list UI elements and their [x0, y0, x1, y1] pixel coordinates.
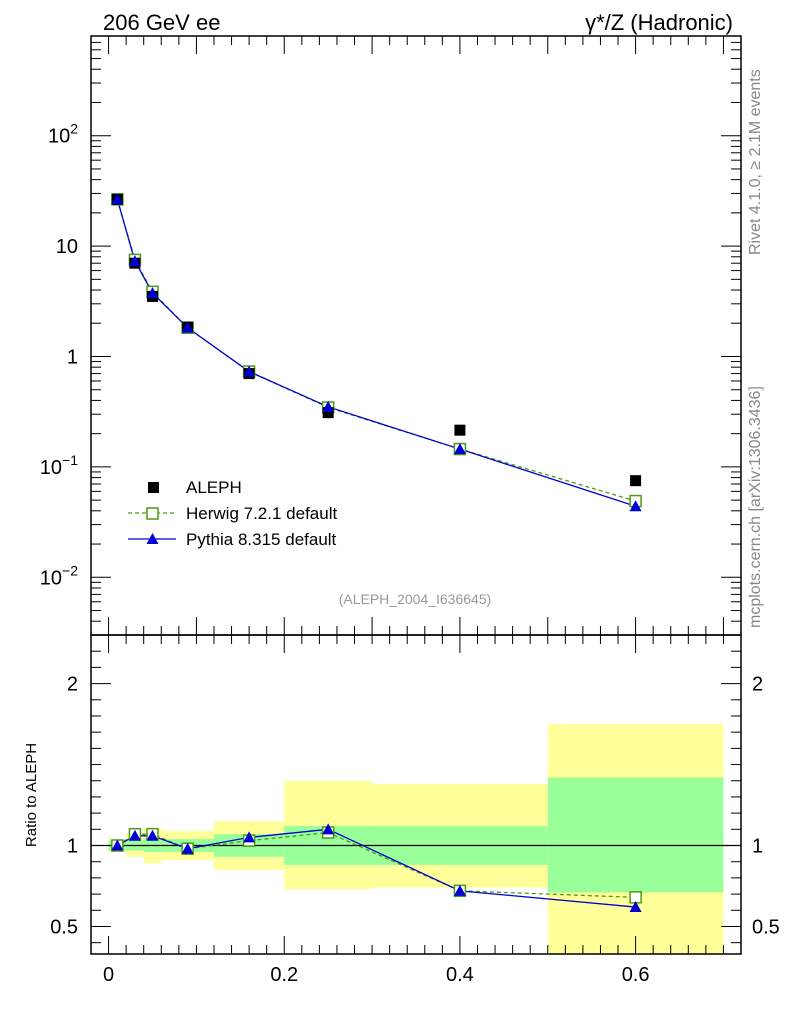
pythia-point — [128, 255, 141, 267]
aleph-point — [322, 407, 334, 419]
x-tick-label: 0.2 — [270, 964, 298, 986]
mcplots-label: mcplots.cern.ch [arXiv:1306.3436] — [747, 386, 764, 628]
pythia-ratio-point — [111, 839, 124, 851]
rivet-version-label: Rivet 4.1.0, ≥ 2.1M events — [747, 69, 764, 255]
ratio-plot-frame — [90, 634, 742, 955]
pythia-point — [322, 400, 335, 412]
pythia-point — [243, 365, 256, 377]
pythia-ratio-point — [322, 823, 335, 835]
pythia-point — [629, 500, 642, 512]
x-tick-label: 0.4 — [446, 964, 474, 986]
legend-marker-aleph — [148, 482, 159, 493]
legend-marker-pythia — [146, 533, 159, 544]
top-y-tick-label: 10−1 — [40, 452, 78, 479]
ratio-y-tick-label: 0.5 — [50, 916, 78, 938]
pythia-ratio-point — [146, 829, 159, 841]
pythia-point — [453, 443, 466, 455]
ratio-y-tick-label-right: 1 — [752, 836, 763, 858]
ratio-y-tick-label-right: 2 — [752, 674, 763, 696]
top-y-tick-label: 102 — [48, 121, 78, 148]
legend-label-aleph: ALEPH — [186, 478, 242, 497]
pythia-ratio-point — [243, 831, 256, 843]
x-tick-label: 0.6 — [622, 964, 650, 986]
legend-marker-herwig — [146, 507, 159, 520]
pythia-point — [146, 287, 159, 299]
legend-label-pythia: Pythia 8.315 default — [186, 530, 337, 549]
pythia-ratio-point — [128, 829, 141, 841]
pythia-line — [116, 199, 636, 507]
pythia-ratio-point — [181, 842, 194, 854]
ratio-y-tick-label-right: 0.5 — [752, 916, 780, 938]
analysis-tag: (ALEPH_2004_I636645) — [339, 591, 492, 607]
top-y-tick-label: 10 — [56, 236, 78, 258]
aleph-point — [454, 424, 466, 436]
top-y-tick-label: 10−2 — [40, 562, 78, 589]
aleph-point — [630, 475, 642, 487]
pythia-ratio-point — [453, 884, 466, 896]
ratio-y-tick-label: 1 — [67, 836, 78, 858]
legend-label-herwig: Herwig 7.2.1 default — [186, 504, 337, 523]
header-left-title: 206 GeV ee — [103, 10, 220, 35]
uncertainty-band-inner — [547, 777, 724, 893]
top-y-tick-label: 1 — [67, 346, 78, 368]
herwig-line — [116, 199, 636, 502]
pythia-point — [181, 321, 194, 333]
pythia-point — [111, 193, 124, 205]
ratio-y-axis-label: Ratio to ALEPH — [23, 743, 40, 847]
legend: ALEPH Herwig 7.2.1 default Pythia 8.315 … — [128, 478, 337, 549]
header-right-title: γ*/Z (Hadronic) — [585, 10, 733, 35]
ratio-y-tick-label: 2 — [67, 674, 78, 696]
pythia-ratio-point — [629, 901, 642, 913]
x-tick-label: 0 — [103, 964, 114, 986]
